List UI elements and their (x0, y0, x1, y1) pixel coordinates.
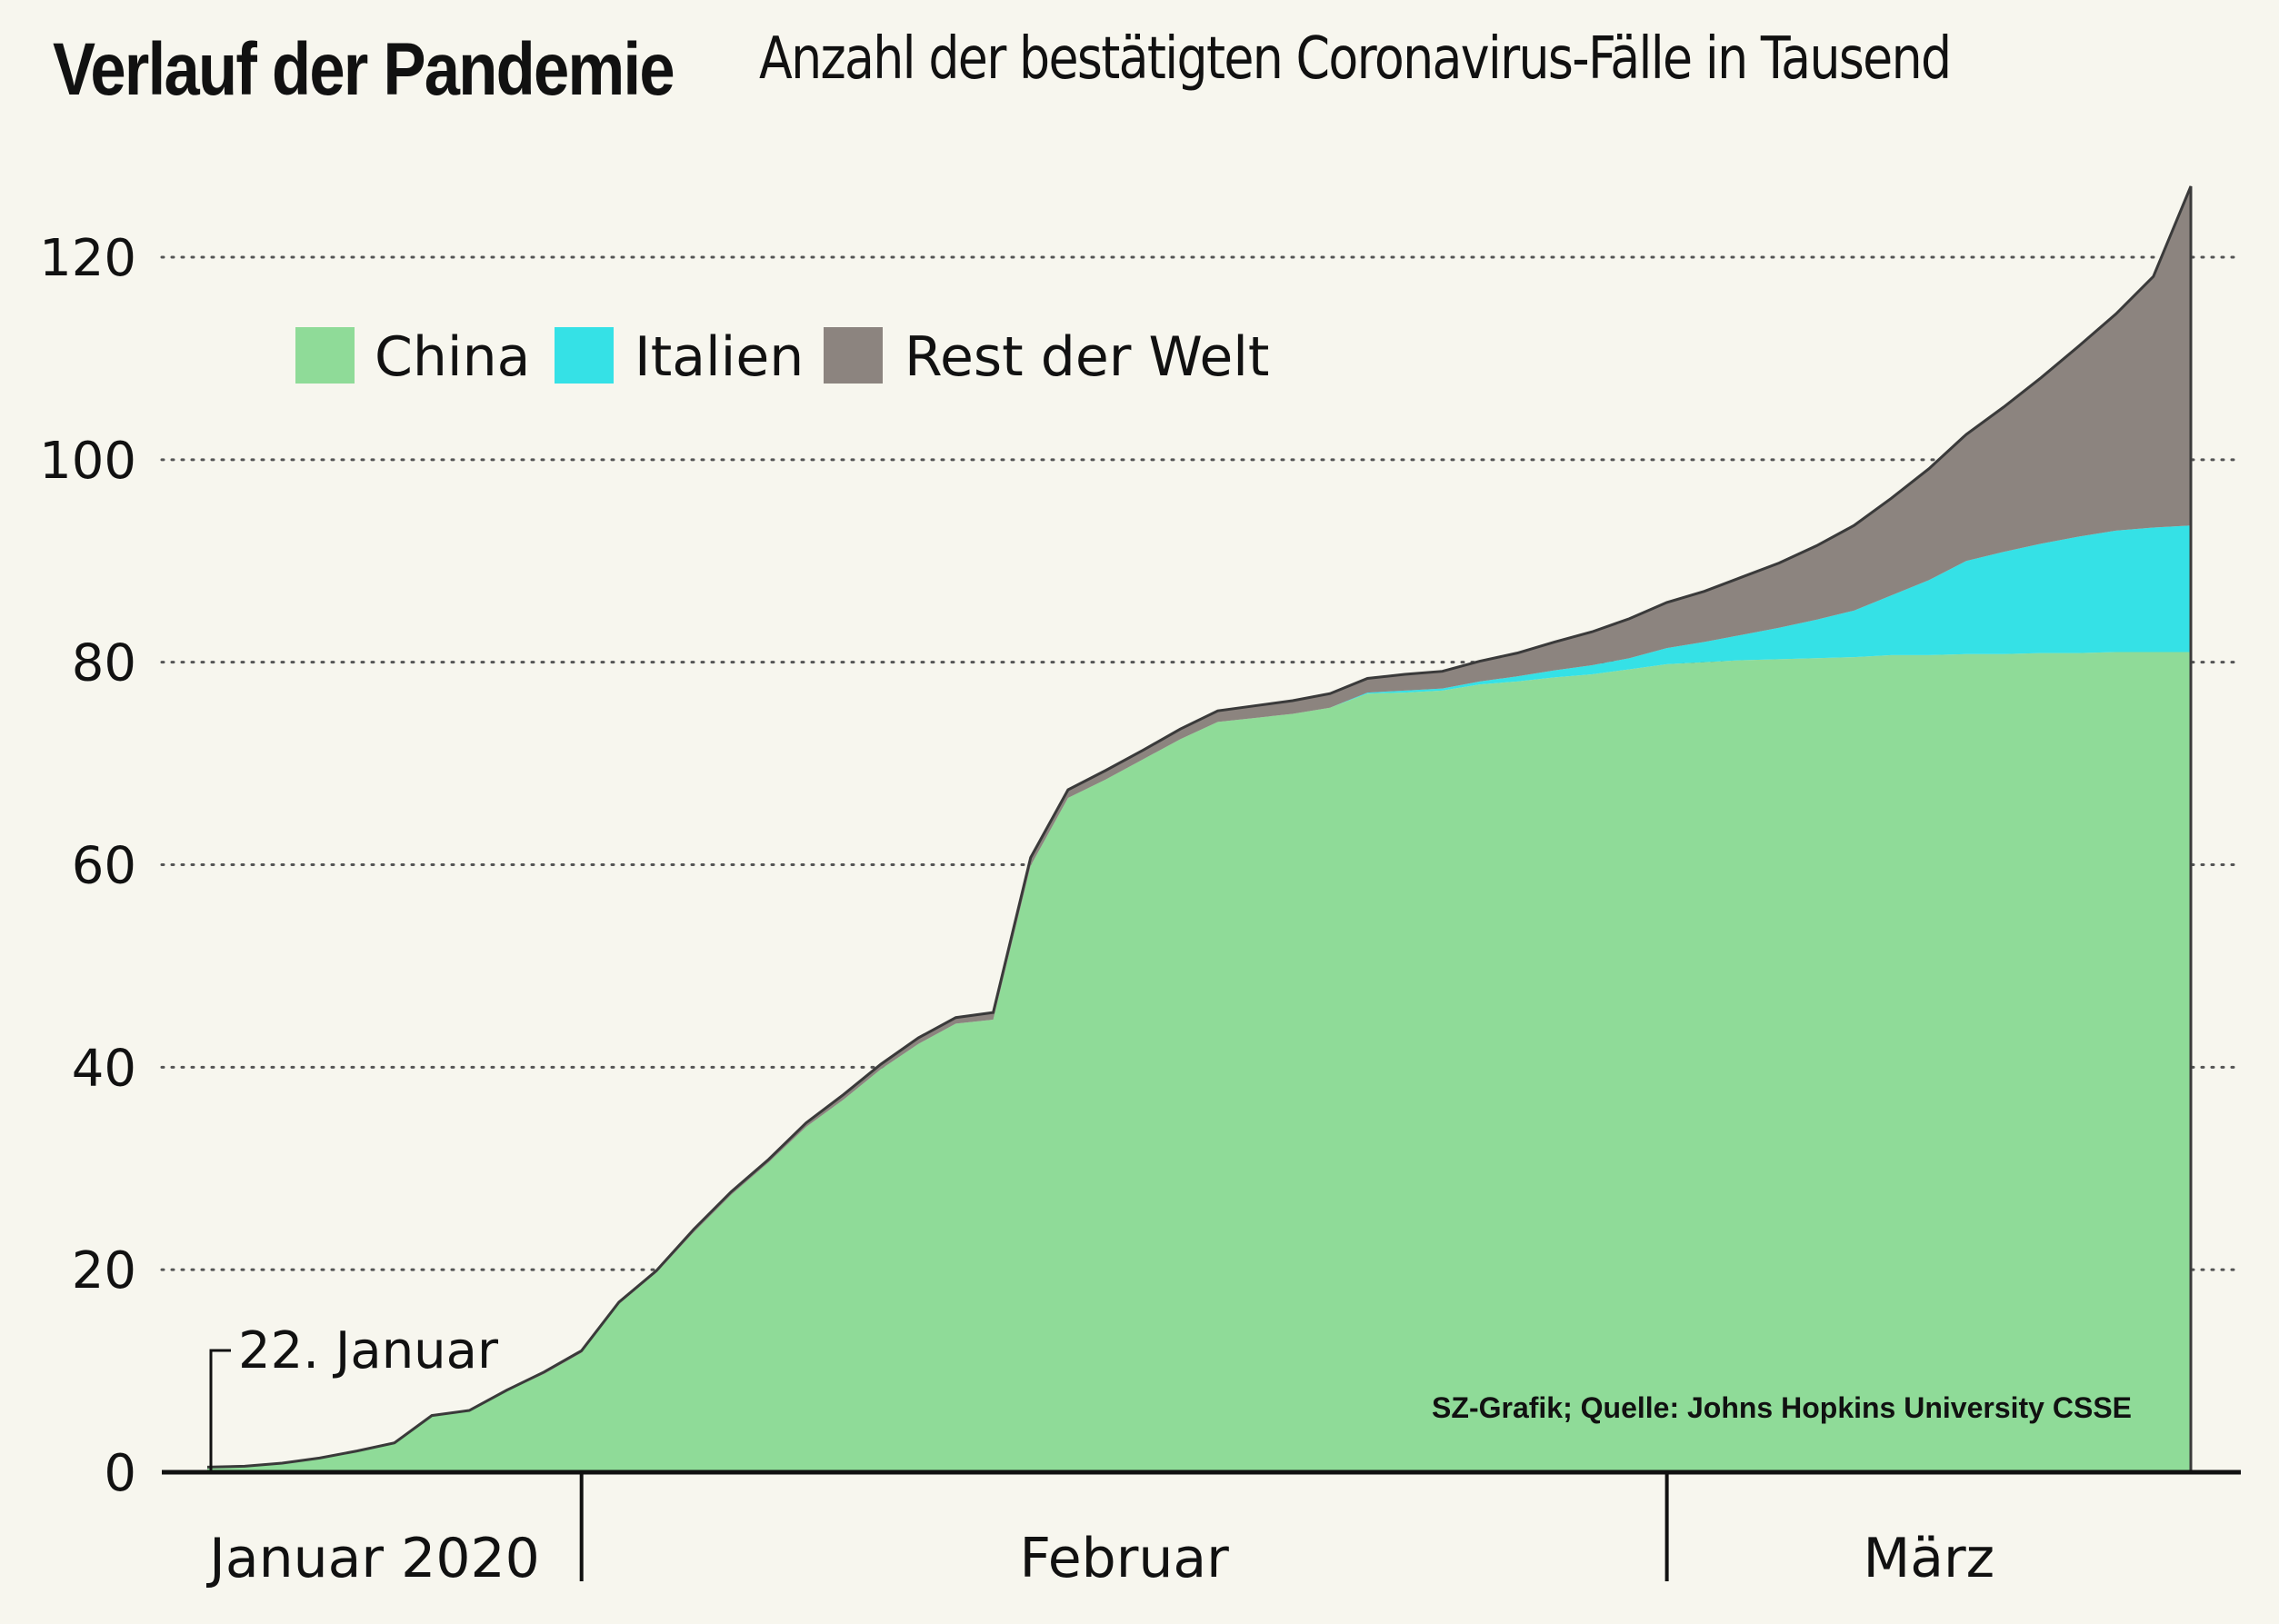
axis-layer: Januar 2020 Februar März (162, 1470, 2241, 1590)
legend-label-china: China (375, 325, 530, 389)
month-label-1: Februar (1019, 1527, 1229, 1590)
y-tick-label-100: 100 (39, 432, 136, 491)
y-tick-label-120: 120 (39, 229, 136, 288)
legend-swatch-italien (555, 327, 614, 384)
annotation-label: 22. Januar (238, 1321, 499, 1380)
chart-header: Verlauf der Pandemie (53, 27, 775, 113)
legend-label-rest: Rest der Welt (905, 325, 1269, 389)
chart-subtitle: Anzahl der bestätigten Coronavirus-Fälle… (759, 25, 1952, 93)
area-layer (206, 185, 2193, 1472)
legend-swatch-rest (824, 327, 883, 384)
area-china (207, 652, 2191, 1472)
y-tick-label-20: 20 (72, 1241, 136, 1300)
y-tick-label-80: 80 (72, 634, 136, 693)
area-outline (206, 185, 2193, 1472)
y-tick-label-40: 40 (72, 1039, 136, 1098)
label-layer: 22. Januar SZ-Grafik; Quelle: Johns Hopki… (209, 1321, 2132, 1470)
annotation-leader (209, 1349, 231, 1470)
month-label-2: März (1863, 1527, 1994, 1590)
legend: China Italien Rest der Welt (295, 325, 1269, 389)
y-tick-label-0: 0 (104, 1444, 136, 1503)
source-note: SZ-Grafik; Quelle: Johns Hopkins Univers… (1432, 1391, 2132, 1424)
month-label-0: Januar 2020 (205, 1527, 540, 1590)
chart-title: Verlauf der Pandemie (53, 28, 675, 111)
y-tick-label-60: 60 (72, 837, 136, 896)
area-italien (207, 525, 2191, 1468)
legend-swatch-china (295, 327, 355, 384)
legend-label-italien: Italien (635, 325, 804, 389)
